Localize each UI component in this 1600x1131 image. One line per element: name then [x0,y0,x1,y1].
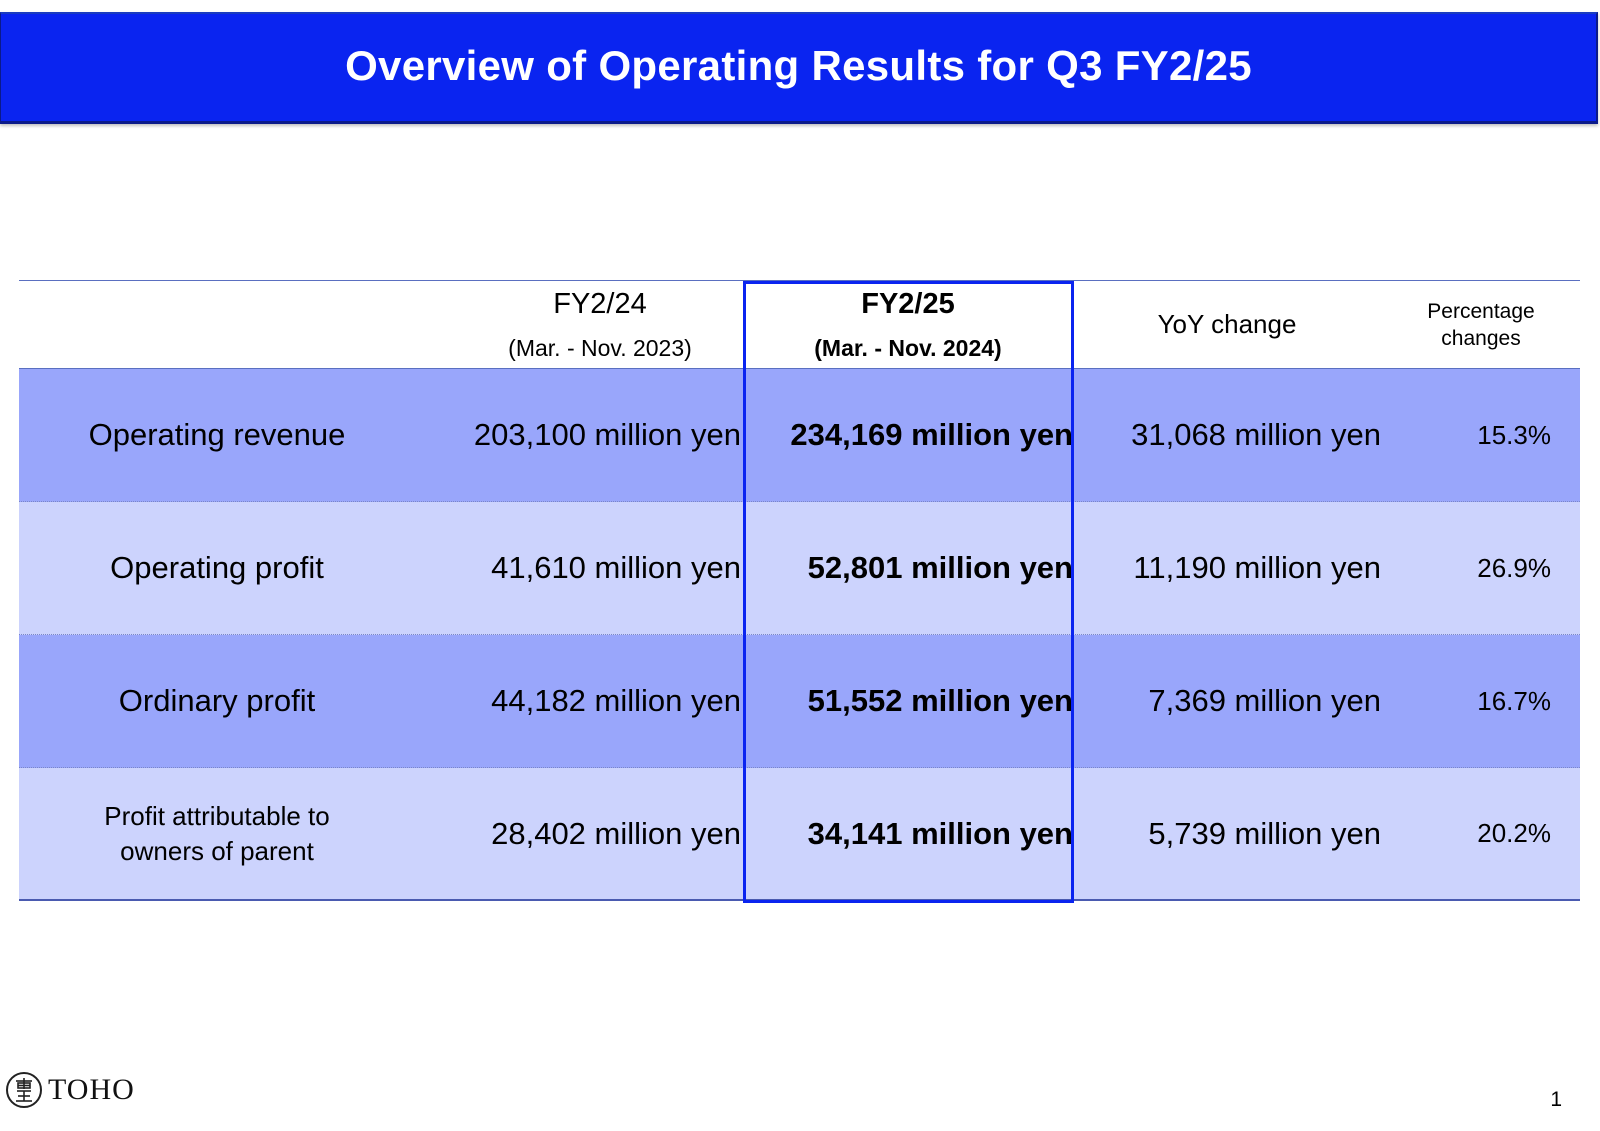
yoy-value: 11,190 million yen [1133,550,1381,585]
header-fy24: FY2/24 (Mar. - Nov. 2023) [415,281,785,368]
company-logo: TOHO [6,1072,135,1108]
header-yoy-label: YoY change [1157,309,1297,339]
results-table: FY2/24 (Mar. - Nov. 2023) FY2/25 (Mar. -… [19,280,1580,901]
row-label-line1: Profit attributable to [104,800,330,831]
title-bar: Overview of Operating Results for Q3 FY2… [0,12,1598,124]
page-number: 1 [1550,1088,1562,1111]
header-fy25-period: (Mar. - Nov. 2024) [814,334,1002,361]
table-header-row: FY2/24 (Mar. - Nov. 2023) FY2/25 (Mar. -… [19,280,1580,369]
header-fy25-label: FY2/25 [861,287,955,320]
header-pct-line1: Percentage [1427,299,1535,323]
table-row-operating-revenue: Operating revenue 203,100 million yen 23… [19,369,1580,502]
fy24-value: 41,610 million yen [491,550,741,585]
row-label: Ordinary profit [118,683,316,718]
header-fy25: FY2/25 (Mar. - Nov. 2024) [743,281,1073,368]
fy24-value: 44,182 million yen [491,683,741,718]
seal-icon [6,1072,42,1108]
row-label: Operating profit [110,550,324,585]
pct-value: 20.2% [1477,818,1551,848]
header-fy24-period: (Mar. - Nov. 2023) [508,334,692,361]
fy25-value: 51,552 million yen [807,683,1073,718]
row-label-line2: owners of parent [120,835,314,866]
table-row-ordinary-profit: Ordinary profit 44,182 million yen 51,55… [19,635,1580,768]
page-title: Overview of Operating Results for Q3 FY2… [345,41,1252,89]
logo-text: TOHO [48,1073,135,1106]
header-fy24-label: FY2/24 [553,287,647,320]
row-label: Operating revenue [88,417,346,452]
pct-value: 16.7% [1477,685,1551,716]
fy25-value: 234,169 million yen [790,417,1073,452]
yoy-value: 7,369 million yen [1148,683,1381,718]
yoy-value: 5,739 million yen [1148,815,1381,851]
fy25-value: 34,141 million yen [807,815,1073,851]
header-pct-line2: changes [1441,326,1521,350]
yoy-value: 31,068 million yen [1131,417,1381,452]
fy24-value: 203,100 million yen [473,417,741,452]
table-row-profit-attributable: Profit attributable to owners of parent … [19,768,1580,901]
row-label: Profit attributable to owners of parent [19,768,415,899]
fy24-value: 28,402 million yen [491,815,741,851]
fy25-value: 52,801 million yen [807,550,1073,585]
header-yoy: YoY change [1073,281,1381,368]
header-pct: Percentage changes [1381,281,1581,368]
pct-value: 26.9% [1477,552,1551,583]
pct-value: 15.3% [1477,419,1551,450]
table-row-operating-profit: Operating profit 41,610 million yen 52,8… [19,502,1580,635]
